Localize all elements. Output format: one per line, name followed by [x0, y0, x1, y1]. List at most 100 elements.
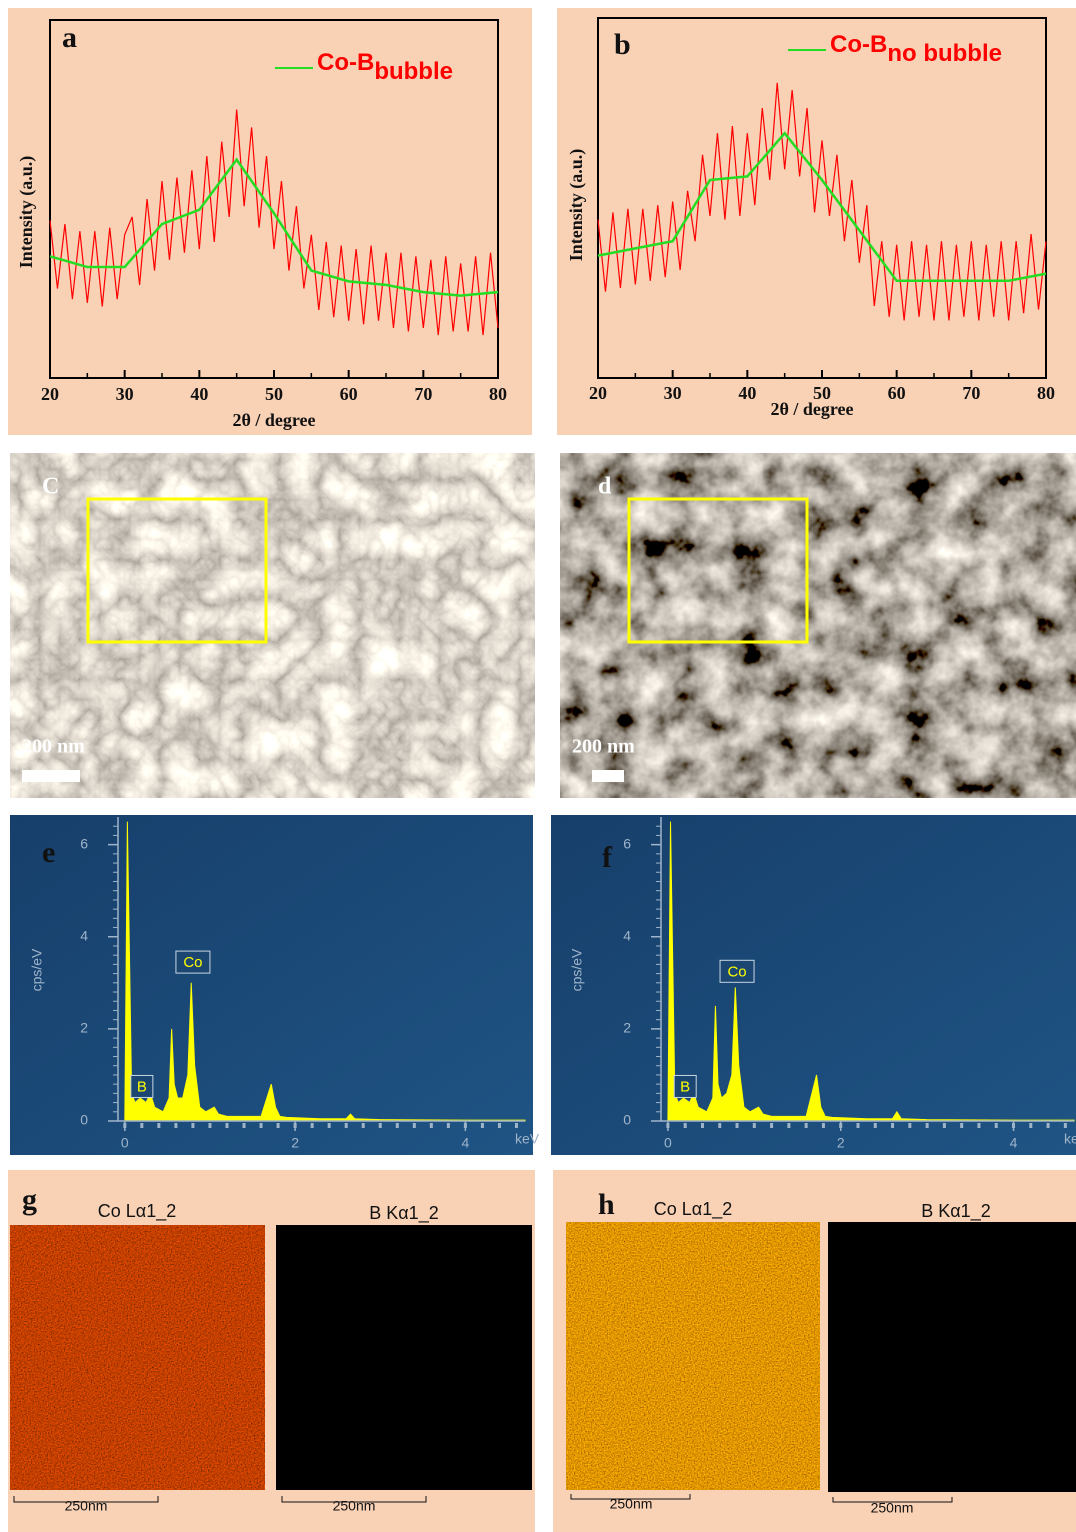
minor-tick — [960, 1123, 964, 1128]
y-tick-label: 6 — [623, 835, 631, 851]
scale-bar — [832, 1497, 953, 1503]
x-tick-label: 30 — [116, 384, 134, 404]
minor-tick — [908, 1123, 912, 1128]
map-title: B Kα1_2 — [921, 1201, 990, 1222]
panel-bg — [8, 8, 532, 435]
scale-bar — [281, 1496, 427, 1503]
panel-label: g — [22, 1183, 37, 1216]
panel-label: b — [614, 28, 631, 61]
scale-bar — [13, 1496, 159, 1503]
sem-image — [10, 453, 535, 798]
scale-label: 250nm — [610, 1496, 653, 1512]
minor-tick — [977, 1123, 981, 1128]
y-tick-label: 2 — [80, 1020, 88, 1036]
element-map — [566, 1222, 820, 1490]
minor-tick — [683, 1123, 687, 1128]
panel-label: f — [602, 841, 613, 874]
minor-tick — [395, 1123, 399, 1128]
scale-label: 200 nm — [22, 736, 85, 758]
minor-tick — [327, 1123, 331, 1128]
data-line — [49, 109, 499, 336]
y-tick-label: 0 — [80, 1112, 88, 1128]
minor-tick — [497, 1123, 501, 1128]
x-tick-label: 20 — [589, 383, 607, 403]
x-tick-label: 2 — [837, 1135, 845, 1151]
panel-label: h — [598, 1188, 615, 1221]
annotation-box — [130, 1074, 154, 1098]
x-tick-label: 50 — [813, 383, 831, 403]
y-tick-label: 0 — [623, 1112, 631, 1128]
x-tick-label: 40 — [190, 384, 208, 404]
minor-tick — [994, 1123, 998, 1128]
minor-tick — [378, 1123, 382, 1128]
data-line — [597, 131, 1047, 283]
x-unit: keV — [1064, 1131, 1076, 1147]
minor-tick — [242, 1123, 246, 1128]
y-axis-title: Intensity (a.u.) — [566, 149, 587, 262]
y-axis-title: cps/eV — [569, 948, 585, 991]
x-tick-label: 20 — [41, 384, 59, 404]
minor-tick — [700, 1123, 704, 1128]
minor-tick — [429, 1123, 433, 1128]
scale-label: 250nm — [871, 1500, 914, 1516]
panel-bg — [557, 8, 1076, 435]
legend-subscript: bubble — [374, 58, 453, 85]
element-map — [828, 1222, 1076, 1492]
minor-tick — [891, 1123, 895, 1128]
minor-tick — [735, 1123, 739, 1128]
minor-tick — [157, 1123, 161, 1128]
element-map — [10, 1225, 265, 1490]
minor-tick — [856, 1123, 860, 1128]
y-tick-label: 4 — [623, 927, 631, 943]
scale-label: 250nm — [333, 1498, 376, 1514]
minor-tick — [276, 1123, 280, 1128]
x-tick-label: 70 — [962, 383, 980, 403]
data-line — [597, 82, 1047, 321]
panel-label: C — [42, 474, 59, 500]
x-tick-label: 40 — [738, 383, 756, 403]
minor-tick — [770, 1123, 774, 1128]
minor-tick — [191, 1123, 195, 1128]
x-unit: keV — [515, 1131, 540, 1147]
annotation: Co — [183, 954, 202, 971]
minor-tick — [1063, 1123, 1067, 1128]
x-tick-label: 80 — [1037, 383, 1055, 403]
minor-tick — [804, 1123, 808, 1128]
x-axis-title: 2θ / degree — [770, 399, 853, 419]
minor-tick — [942, 1123, 946, 1128]
y-axis-title: cps/eV — [29, 948, 45, 991]
scale-bar — [22, 770, 80, 782]
x-tick-label: 70 — [414, 384, 432, 404]
annotation: B — [680, 1078, 690, 1095]
map-title: B Kα1_2 — [369, 1203, 438, 1224]
map-title: Co Lα1_2 — [654, 1199, 732, 1220]
x-tick-label: 0 — [664, 1135, 672, 1151]
x-tick-label: 60 — [340, 384, 358, 404]
map-title: Co Lα1_2 — [98, 1201, 176, 1222]
annotation-box — [175, 950, 211, 974]
scale-label: 250nm — [65, 1498, 108, 1514]
element-map — [276, 1225, 532, 1490]
legend-label: Co-Bno bubble — [830, 31, 1002, 67]
scale-bar — [592, 770, 624, 782]
minor-tick — [821, 1123, 825, 1128]
minor-tick — [718, 1123, 722, 1128]
highlight-box — [627, 497, 809, 644]
minor-tick — [208, 1123, 212, 1128]
annotation: Co — [727, 963, 746, 980]
annotation-box — [673, 1074, 697, 1098]
minor-tick — [259, 1123, 263, 1128]
minor-tick — [1029, 1123, 1033, 1128]
annotation: B — [137, 1078, 147, 1095]
minor-tick — [1046, 1123, 1050, 1128]
panel-label: e — [42, 836, 55, 869]
minor-tick — [361, 1123, 365, 1128]
x-axis-title: 2θ / degree — [232, 410, 315, 430]
y-tick-label: 2 — [623, 1020, 631, 1036]
legend-label: Co-Bbubble — [317, 49, 453, 85]
minor-tick — [514, 1123, 518, 1128]
x-tick-label: 80 — [489, 384, 507, 404]
minor-tick — [344, 1123, 348, 1128]
x-tick-label: 4 — [1010, 1135, 1018, 1151]
